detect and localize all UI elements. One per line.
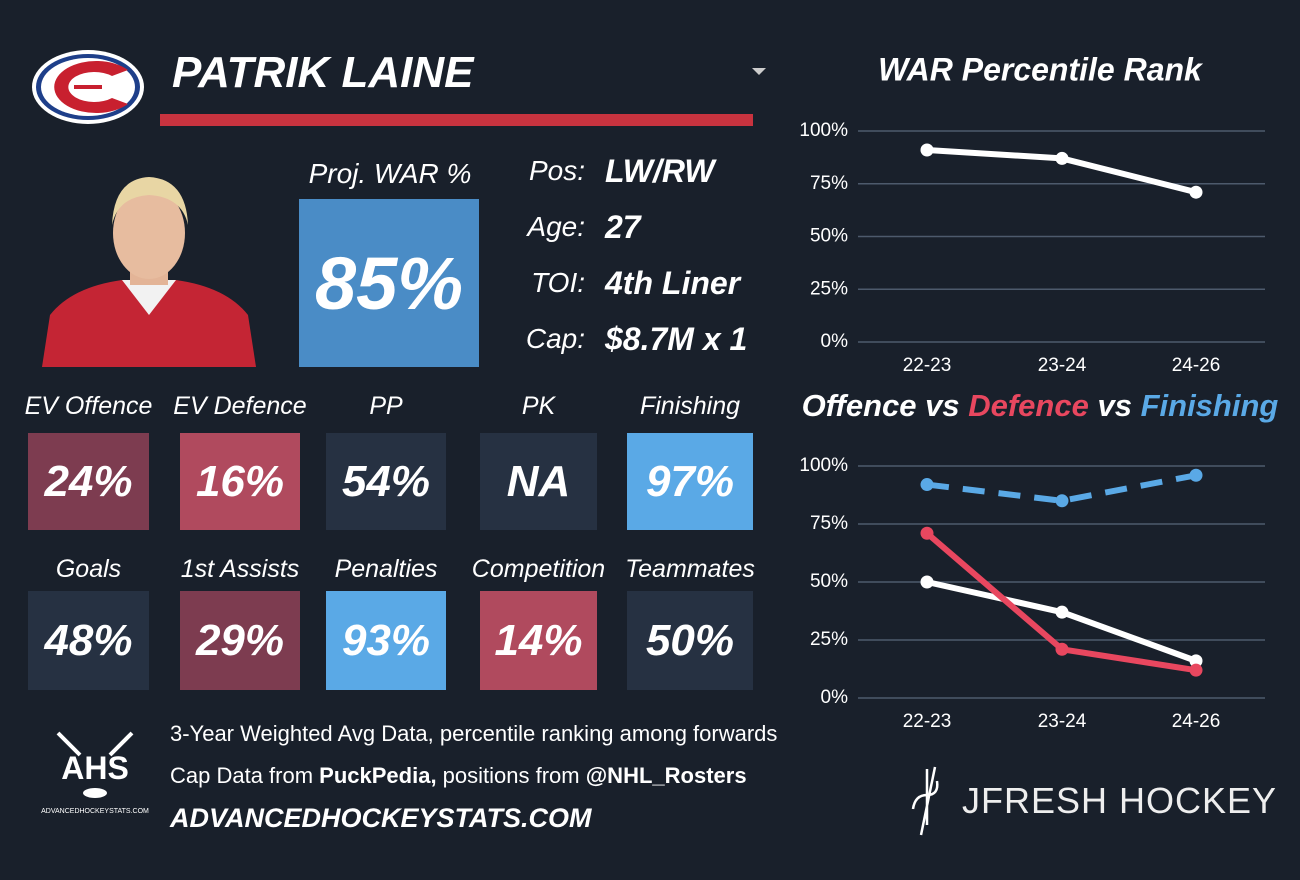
point (920, 575, 934, 589)
y-tick-label: 75% (810, 513, 848, 534)
tile-value: 93% (326, 591, 446, 690)
y-tick-label: 0% (821, 687, 849, 708)
tile-value: NA (480, 433, 597, 530)
title-connector: vs (1097, 388, 1131, 423)
x-tick-label: 22-23 (903, 355, 952, 376)
y-tick-label: 75% (810, 173, 848, 194)
chart-title: WAR Percentile Rank (878, 51, 1204, 87)
y-tick-label: 50% (810, 226, 848, 247)
y-tick-label: 100% (799, 455, 848, 476)
tile-label: EV Offence (24, 392, 153, 420)
point (1055, 642, 1069, 656)
tile-value: 48% (28, 591, 149, 690)
y-tick-label: 50% (810, 571, 848, 592)
info-value: $8.7M x 1 (605, 321, 748, 357)
info-value: 27 (605, 209, 641, 245)
point (1055, 605, 1069, 619)
point (1189, 654, 1203, 668)
tile-label: Competition (471, 555, 606, 583)
footer-text: positions from (436, 763, 586, 788)
tile-label: PP (369, 392, 403, 420)
footer-line1: 3-Year Weighted Avg Data, percentile ran… (170, 721, 778, 746)
tile-value: 16% (180, 433, 300, 530)
player-name: PATRIK LAINE (172, 48, 474, 97)
y-tick-label: 0% (821, 331, 849, 352)
footer-link: PuckPedia, (319, 763, 437, 788)
x-tick-label: 24-26 (1172, 355, 1221, 376)
footer-text: Cap Data from (170, 763, 320, 788)
info-label: Pos: (528, 155, 585, 186)
ahs-logo: AHS ADVANCEDHOCKEYSTATS.COM (41, 731, 149, 815)
x-tick-label: 23-24 (1038, 355, 1087, 376)
tile-label: Penalties (334, 555, 438, 583)
tile-value: 97% (627, 433, 753, 530)
title-series: Finishing (1141, 388, 1279, 423)
tile-label: PK (521, 392, 556, 420)
x-tick-label: 22-23 (903, 711, 952, 732)
brand-mark (911, 766, 939, 836)
point (920, 143, 934, 157)
footer-site: ADVANCEDHOCKEYSTATS.COM (170, 803, 592, 833)
brand-name: JFRESH HOCKEY (962, 780, 1278, 821)
ahs-logo-text: AHS (61, 750, 129, 786)
tile-label: EV Defence (173, 392, 307, 420)
tile-value: 29% (180, 591, 300, 690)
point (1055, 494, 1069, 508)
tile-value: 14% (480, 591, 597, 690)
point (1189, 468, 1203, 482)
info-value: 4th Liner (605, 265, 741, 301)
footer-line2: Cap Data from PuckPedia, positions from … (170, 763, 747, 789)
ahs-logo-small: ADVANCEDHOCKEYSTATS.COM (41, 808, 149, 815)
title-connector: vs (925, 388, 959, 423)
y-tick-label: 25% (810, 629, 848, 650)
y-tick-label: 25% (810, 278, 848, 299)
x-tick-label: 24-26 (1172, 711, 1221, 732)
tile-value: 54% (326, 433, 446, 530)
info-label: TOI: (531, 267, 585, 298)
war-value: 85% (299, 199, 479, 367)
y-tick-label: 100% (799, 120, 848, 141)
tile-value: 24% (28, 433, 149, 530)
tile-label: Finishing (639, 392, 741, 420)
name-underline (160, 114, 753, 126)
point (920, 478, 934, 492)
info-value: LW/RW (605, 153, 715, 189)
footer-link: @NHL_Rosters (585, 763, 747, 788)
tile-label: 1st Assists (180, 555, 300, 583)
point (1055, 151, 1069, 165)
team-logo (32, 50, 144, 124)
tile-label: Teammates (625, 555, 755, 583)
tile-label: Goals (55, 555, 122, 583)
tile-value: 50% (627, 591, 753, 690)
point (1189, 185, 1203, 199)
point (1189, 663, 1203, 677)
point (920, 526, 934, 540)
title-series: Offence (802, 388, 917, 423)
info-label: Cap: (525, 323, 585, 354)
info-label: Age: (527, 211, 585, 242)
chart-title: Offence vs Defence vs Finishing (802, 388, 1279, 423)
series-line (926, 472, 1197, 504)
title-series: Defence (968, 388, 1089, 423)
war-label: Proj. WAR % (308, 158, 472, 189)
x-tick-label: 23-24 (1038, 711, 1087, 732)
dropdown-arrow[interactable] (750, 66, 768, 76)
player-photo (42, 177, 256, 367)
